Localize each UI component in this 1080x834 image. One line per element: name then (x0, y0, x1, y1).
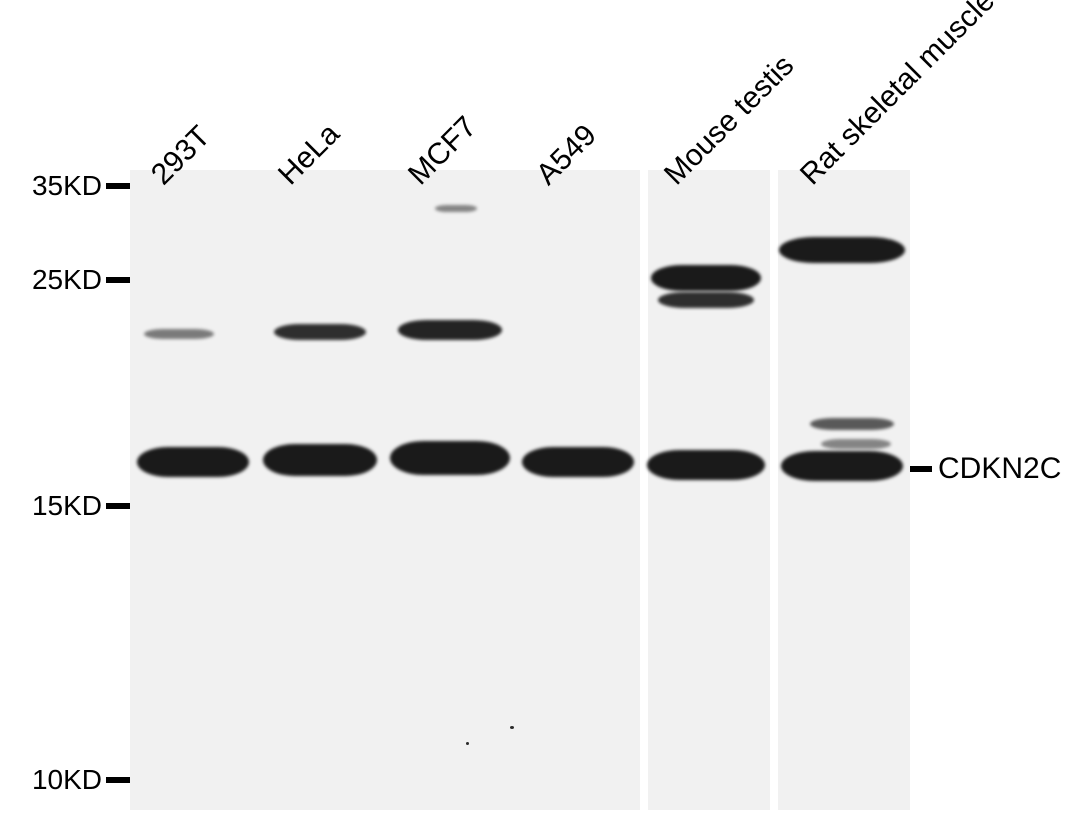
mw-label: 15KD (32, 490, 102, 522)
mw-label: 10KD (32, 764, 102, 796)
protein-band (779, 237, 905, 263)
protein-band (522, 447, 634, 477)
mw-dash (106, 183, 130, 189)
blot-membrane (130, 170, 910, 810)
protein-band (390, 441, 510, 475)
protein-band (274, 324, 366, 340)
lane-label: Rat skeletal muscle (794, 0, 1002, 192)
mw-marker: 10KD (0, 764, 130, 796)
lane-divider (770, 170, 778, 810)
protein-band (144, 329, 214, 339)
mw-dash (106, 277, 130, 283)
mw-dash (106, 503, 130, 509)
lane-divider (640, 170, 648, 810)
target-protein-label: CDKN2C (910, 452, 1061, 486)
artifact-speck (510, 726, 514, 729)
mw-label: 35KD (32, 170, 102, 202)
target-name: CDKN2C (938, 452, 1061, 486)
protein-band (647, 450, 765, 480)
protein-band (651, 265, 761, 291)
protein-band (398, 320, 502, 340)
mw-marker: 15KD (0, 490, 130, 522)
protein-band (658, 292, 754, 308)
target-dash (910, 466, 932, 472)
western-blot-figure: 35KD25KD15KD10KD 293THeLaMCF7A549Mouse t… (0, 0, 1080, 834)
protein-band (781, 451, 903, 481)
protein-band (810, 418, 894, 430)
artifact-speck (466, 742, 469, 745)
protein-band (137, 447, 249, 477)
mw-dash (106, 777, 130, 783)
mw-label: 25KD (32, 264, 102, 296)
protein-band (821, 439, 891, 449)
mw-marker: 35KD (0, 170, 130, 202)
mw-marker: 25KD (0, 264, 130, 296)
protein-band (263, 444, 377, 476)
protein-band (435, 205, 477, 212)
